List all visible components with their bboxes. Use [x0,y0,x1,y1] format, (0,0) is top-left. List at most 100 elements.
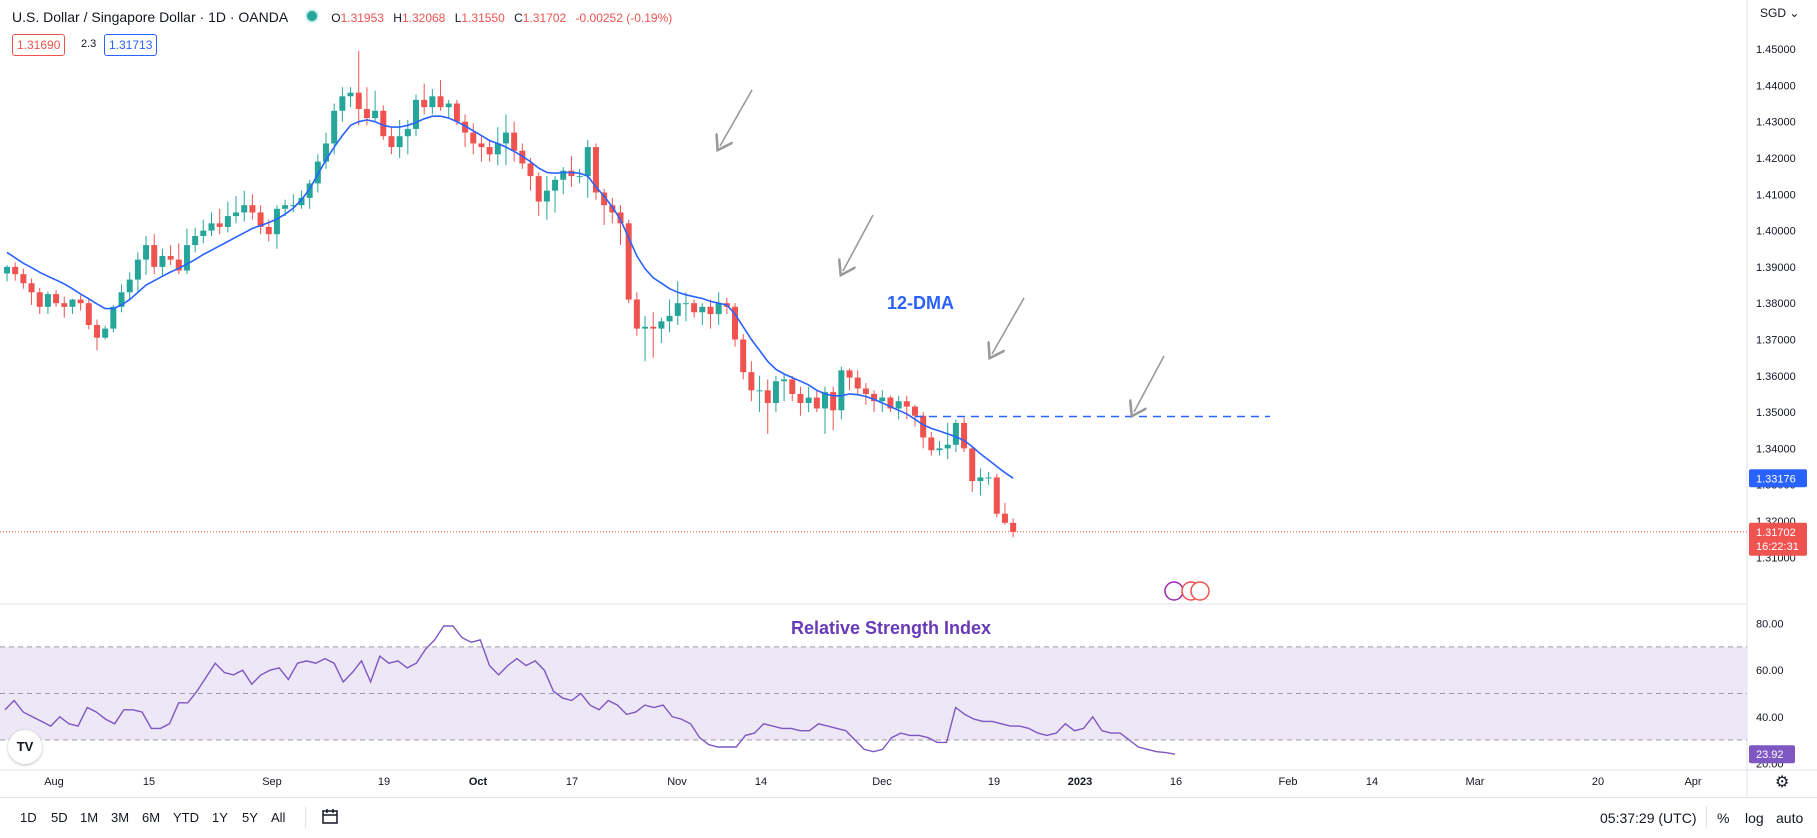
candle-body [216,223,223,227]
candle [756,375,763,413]
candle-body [879,397,886,402]
go-to-date-icon[interactable] [320,807,340,832]
candle-body [609,205,616,213]
candle [993,473,1000,518]
candle-body [134,259,141,280]
candle-body [552,179,559,191]
candle-body [985,477,992,479]
time-tick-label: Dec [872,776,892,788]
range-button-6m[interactable]: 6M [142,810,161,825]
candle-body [887,397,894,409]
range-button-5y[interactable]: 5Y [242,810,258,825]
rsi-value-badge [1749,745,1795,764]
range-button-ytd[interactable]: YTD [173,810,199,825]
candle-body [511,132,518,151]
candle [437,79,444,111]
candle [764,379,771,434]
price-tick-label: 1.42000 [1756,153,1796,165]
buy-price-button[interactable]: 1.31713 [104,34,158,56]
chevron-down-icon: ⌄ [1786,6,1800,20]
candle-body [53,294,60,304]
candle-body [740,339,747,373]
candle-body [77,299,84,304]
spread-value: 2.3 [81,38,97,50]
candle [53,290,60,307]
candle-body [110,306,117,329]
candle-body [151,245,158,267]
symbol-legend[interactable]: U.S. Dollar / Singapore Dollar · 1D · OA… [12,9,678,25]
range-button-1d[interactable]: 1D [20,810,37,825]
symbol-title[interactable]: U.S. Dollar / Singapore Dollar · 1D · OA… [12,9,288,25]
candle-body [658,321,665,329]
candle-body [560,170,567,180]
candle-body [470,132,477,144]
candle [429,89,436,115]
candle-body [298,197,305,206]
candle [936,441,943,456]
candle-body [339,96,346,111]
candle-body [952,422,959,445]
candle [977,468,984,496]
candle [478,136,485,162]
candle-body [233,212,240,217]
close-value: 1.31702 [522,11,567,25]
range-button-1y[interactable]: 1Y [212,810,228,825]
candle-body [224,216,231,227]
candle [110,305,117,333]
high-value: 1.32068 [401,11,446,25]
candle-body [44,294,51,307]
auto-toggle[interactable]: auto [1776,810,1804,826]
candle [633,292,640,336]
range-button-3m[interactable]: 3M [111,810,130,825]
sell-price-button[interactable]: 1.31690 [12,34,66,56]
candle-body [830,392,837,411]
candle-body [241,205,248,213]
candle-body [372,110,379,119]
candle [944,422,951,460]
range-button-1m[interactable]: 1M [80,810,99,825]
time-tick-label: 14 [755,776,767,788]
candle [134,252,141,293]
currency-selector[interactable]: SGD ⌄ [1760,6,1800,20]
ohlc-values: O1.31953 H1.32068 L1.31550 C1.31702 -0.0… [331,11,673,25]
candle [813,390,820,413]
candle-body [1010,522,1017,532]
candle [740,334,747,380]
candle [699,303,706,325]
candle [159,248,166,276]
candle-body [453,103,460,122]
clock-timezone[interactable]: 05:37:29 (UTC) [1600,810,1697,826]
candle-body [380,110,387,137]
log-toggle[interactable]: log [1745,810,1764,826]
candle-body [257,212,264,227]
candle-body [781,379,788,382]
range-button-5d[interactable]: 5D [51,810,68,825]
candle [961,417,968,453]
range-button-all[interactable]: All [271,810,286,825]
candle [224,201,231,233]
candle-body [20,274,27,284]
time-tick-label: Sep [262,776,282,788]
candle [273,205,280,249]
candle-body [854,377,861,389]
candle-body [93,324,100,338]
candle [69,298,76,315]
percent-toggle[interactable]: % [1717,810,1730,826]
candle-body [502,132,509,144]
candle-body [969,448,976,482]
event-icons [1164,581,1210,601]
us-flag-event-icon [1190,581,1210,601]
candle [462,114,469,148]
candle [28,278,35,305]
time-tick-label: Nov [667,776,687,788]
candle [625,219,632,304]
candle [413,94,419,137]
candle-body [159,255,166,267]
candle-body [576,176,583,178]
candle [1010,518,1017,538]
settings-gear-icon[interactable]: ⚙ [1775,772,1789,791]
candle [380,105,387,140]
candle [208,212,215,237]
candle [421,83,428,115]
tradingview-logo[interactable]: TV [8,730,42,764]
